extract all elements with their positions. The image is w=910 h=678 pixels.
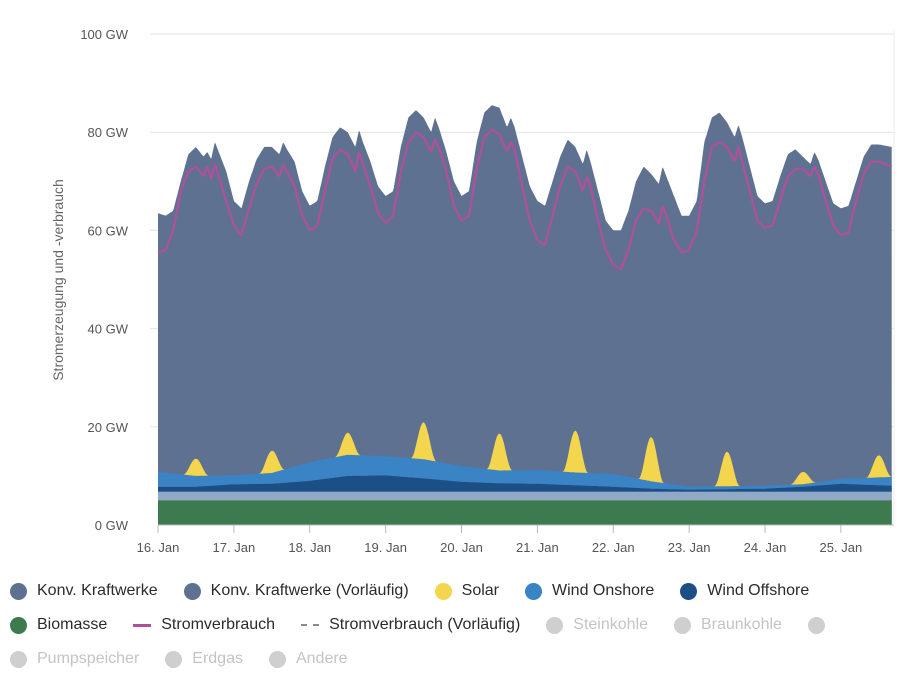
legend-stromverbrauch[interactable]: Stromverbrauch	[133, 616, 275, 634]
legend-label: Konv. Kraftwerke	[37, 582, 158, 599]
legend-biomasse[interactable]: Biomasse	[10, 616, 107, 634]
legend-line-icon	[133, 623, 152, 627]
legend-line-icon	[301, 624, 320, 626]
x-tick-label: 18. Jan	[288, 540, 331, 555]
legend-row: Konv. Kraftwerke Konv. Kraftwerke (Vorläu…	[10, 574, 900, 608]
legend-dot-icon	[673, 616, 691, 634]
legend-dot-icon	[10, 582, 27, 600]
legend-konv-kraftwerke[interactable]: Konv. Kraftwerke	[10, 582, 158, 600]
legend-label: Pumpspeicher	[37, 650, 140, 667]
energy-chart: 0 GW 20 GW 40 GW 60 GW 80 GW 100 GW 16. Jan 17.…	[50, 27, 895, 555]
legend-erdgas[interactable]: Erdgas	[165, 650, 243, 668]
legend-row: Pumpspeicher Erdgas Andere	[10, 642, 900, 676]
legend-more-cut-off[interactable]	[807, 616, 835, 634]
legend-wind-offshore[interactable]: Wind Offshore	[680, 582, 809, 600]
x-tick-label: 22. Jan	[592, 540, 635, 555]
area-wind-offshore	[158, 475, 892, 492]
legend-dot-icon	[807, 616, 825, 634]
legend-dot-icon	[268, 650, 286, 668]
legend-steinkohle[interactable]: Steinkohle	[546, 616, 648, 634]
legend-label: Stromverbrauch	[161, 616, 276, 633]
legend-label: Andere	[295, 650, 348, 667]
legend-stromverbrauch-vorlaeufig[interactable]: Stromverbrauch (Vorläufig)	[301, 616, 520, 634]
axes: 0 GW 20 GW 40 GW 60 GW 80 GW 100 GW 16. Jan 17.…	[80, 27, 894, 555]
legend-dot-icon	[10, 616, 27, 634]
legend-label: Erdgas	[192, 650, 243, 667]
legend-label: Steinkohle	[573, 616, 648, 633]
line-series	[157, 128, 893, 271]
legend-konv-kraftwerke-vorlaeufig[interactable]: Konv. Kraftwerke (Vorläufig)	[183, 582, 409, 600]
line-stromverbrauch	[157, 128, 893, 271]
legend-label: Solar	[461, 582, 500, 599]
legend-andere[interactable]: Andere	[268, 650, 348, 668]
legend-dot-icon	[183, 582, 201, 600]
area-series	[158, 105, 892, 525]
x-tick-label: 16. Jan	[137, 540, 180, 555]
y-tick-label: 60 GW	[88, 223, 129, 238]
x-tick-label: 21. Jan	[516, 540, 559, 555]
legend-label: Konv. Kraftwerke (Vorläufig)	[210, 582, 409, 599]
x-tick-label: 23. Jan	[668, 540, 711, 555]
legend-label: Stromverbrauch (Vorläufig)	[329, 616, 521, 633]
area-konv-kraftwerke	[158, 105, 892, 525]
legend-pumpspeicher[interactable]: Pumpspeicher	[10, 650, 139, 668]
area-wind-onshore	[158, 454, 892, 490]
legend-row: Biomasse Stromverbrauch Stromverbrauch (Vo…	[10, 608, 900, 642]
y-tick-label: 40 GW	[88, 322, 129, 337]
legend-solar[interactable]: Solar	[434, 582, 500, 600]
legend-dot-icon	[546, 616, 564, 634]
legend-label: Biomasse	[37, 616, 108, 633]
legend-label: Wind Offshore	[707, 582, 810, 599]
legend-wind-onshore[interactable]: Wind Onshore	[525, 582, 654, 600]
x-tick-label: 19. Jan	[364, 540, 407, 555]
x-tick-label: 17. Jan	[213, 540, 256, 555]
y-axis-label: Stromerzeugung und -verbrauch	[50, 179, 66, 381]
y-tick-label: 0 GW	[95, 518, 129, 533]
y-tick-label: 100 GW	[80, 27, 128, 42]
x-tick-label: 25. Jan	[820, 540, 863, 555]
x-tick-label: 24. Jan	[744, 540, 787, 555]
legend-dot-icon	[525, 582, 543, 600]
area-other-base	[158, 491, 892, 501]
x-tick-label: 20. Jan	[440, 540, 483, 555]
y-tick-label: 20 GW	[88, 420, 129, 435]
legend-label: Wind Onshore	[552, 582, 655, 599]
legend-label: Braunkohle	[700, 616, 782, 633]
legend: Konv. Kraftwerke Konv. Kraftwerke (Vorläu…	[10, 574, 900, 676]
legend-braunkohle[interactable]: Braunkohle	[673, 616, 782, 634]
legend-dot-icon	[680, 582, 698, 600]
area-biomasse	[158, 500, 892, 525]
legend-dot-icon	[10, 650, 27, 668]
y-tick-label: 80 GW	[88, 125, 129, 140]
legend-dot-icon	[165, 650, 183, 668]
legend-dot-icon	[434, 582, 452, 600]
